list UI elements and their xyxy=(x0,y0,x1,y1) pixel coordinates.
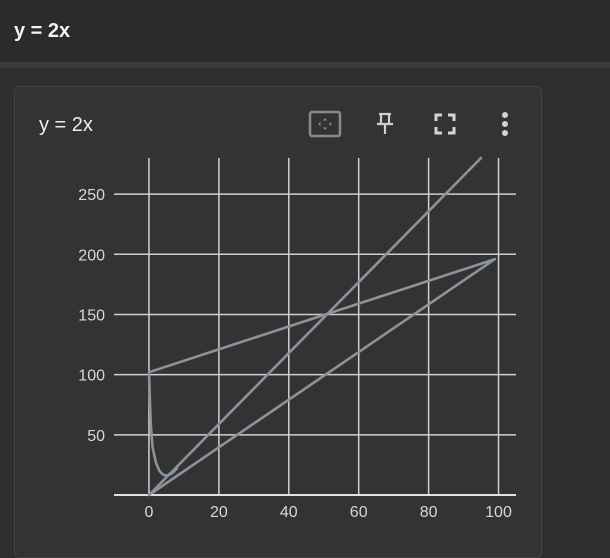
fit-domain-button[interactable] xyxy=(307,108,343,140)
y-tick-label-50: 50 xyxy=(87,428,105,445)
divider xyxy=(0,62,610,68)
x-tick-label-80: 80 xyxy=(420,504,438,521)
fullscreen-button[interactable] xyxy=(427,108,463,140)
x-tick-label-20: 20 xyxy=(210,504,228,521)
more-options-button[interactable] xyxy=(487,108,523,140)
fullscreen-icon xyxy=(434,113,456,135)
pin-icon xyxy=(377,112,393,134)
y-tick-label-250: 250 xyxy=(78,187,105,204)
page-title: y = 2x xyxy=(14,20,71,42)
line-chart: 0 20 40 60 80 100 50 100 150 200 250 xyxy=(78,156,516,521)
y-tick-label-200: 200 xyxy=(78,247,105,264)
chart-grid xyxy=(114,158,516,495)
card-title: y = 2x xyxy=(39,114,93,136)
pin-button[interactable] xyxy=(367,108,403,140)
top-bar: y = 2x xyxy=(0,0,610,62)
y-tick-label-150: 150 xyxy=(78,307,105,324)
y-tick-label-100: 100 xyxy=(78,368,105,385)
chart-tick-labels: 0 20 40 60 80 100 50 100 150 200 250 xyxy=(78,187,512,521)
series-line-2 xyxy=(147,257,497,497)
series-line-1 xyxy=(147,156,483,497)
more-vert-icon xyxy=(502,112,508,136)
chart-series xyxy=(147,156,497,497)
chart-card: y = 2x xyxy=(14,86,542,558)
x-tick-label-100: 100 xyxy=(485,504,512,521)
x-tick-label-40: 40 xyxy=(280,504,298,521)
x-tick-label-60: 60 xyxy=(350,504,368,521)
fit-domain-icon xyxy=(308,110,342,138)
x-tick-label-0: 0 xyxy=(145,504,154,521)
